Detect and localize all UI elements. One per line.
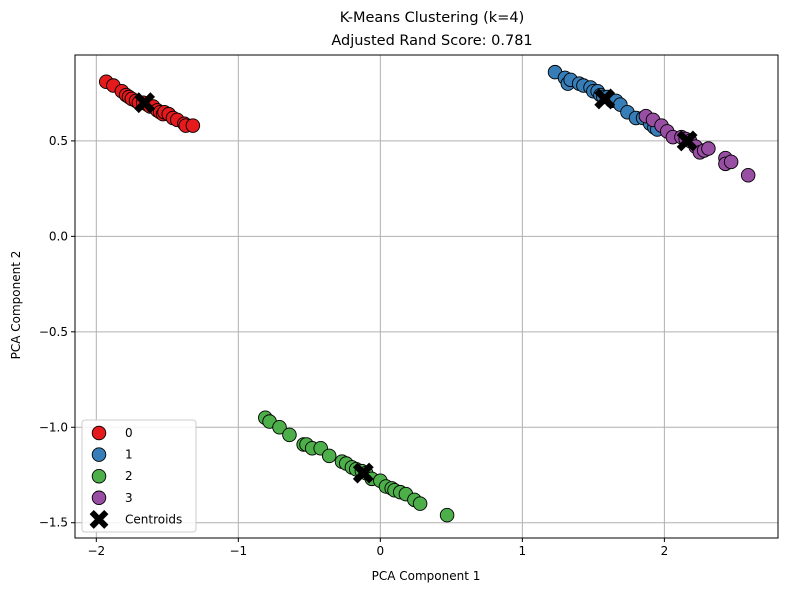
centroid-layer: [134, 88, 698, 484]
legend-label-centroids: Centroids: [125, 512, 182, 526]
centroid-marker: [134, 92, 156, 114]
y-tick-label: 0.0: [49, 229, 68, 243]
y-tick-label: −1.0: [39, 420, 68, 434]
legend-label-cluster-3: 3: [125, 491, 133, 505]
legend-marker-cluster-2: [91, 468, 107, 484]
legend: 0 1 2 3 Centroids: [81, 419, 197, 533]
ticks-layer: −2 −1 0 1 2 −1.5 −1.0 −0.5 0.0 0.5: [39, 134, 668, 558]
data-point-cluster-2: [412, 496, 428, 511]
data-point-cluster-3: [740, 168, 756, 183]
data-point-cluster-0: [185, 118, 201, 133]
data-point-cluster-3: [723, 154, 739, 170]
legend-marker-cluster-0: [91, 425, 107, 441]
legend-box: [81, 419, 197, 533]
points-layer: [98, 64, 756, 523]
legend-label-cluster-2: 2: [125, 469, 133, 483]
x-tick-label: −1: [229, 544, 247, 558]
x-axis-label: PCA Component 1: [372, 569, 481, 583]
legend-marker-cluster-3: [91, 490, 107, 506]
legend-marker-cluster-1: [91, 447, 107, 462]
data-point-cluster-2: [321, 448, 337, 464]
chart-title: K-Means Clustering (k=4): [340, 10, 524, 26]
x-tick-label: 2: [661, 544, 669, 558]
centroid-marker: [352, 462, 374, 484]
data-point-cluster-2: [272, 420, 287, 435]
data-point-cluster-2: [282, 427, 297, 443]
y-tick-label: 0.5: [49, 134, 68, 148]
plot-frame: [74, 54, 779, 539]
y-tick-label: −0.5: [39, 325, 68, 339]
legend-label-cluster-1: 1: [125, 448, 133, 462]
y-tick-label: −1.5: [39, 516, 68, 530]
centroid-marker: [594, 88, 616, 110]
x-tick-label: 0: [377, 544, 385, 558]
legend-label-cluster-0: 0: [125, 426, 133, 440]
legend-centroid-icon: [89, 509, 109, 529]
x-tick-label: 1: [519, 544, 527, 558]
chart-subtitle: Adjusted Rand Score: 0.781: [331, 33, 532, 49]
data-point-cluster-3: [701, 141, 716, 156]
x-tick-label: −2: [87, 544, 105, 558]
centroid-marker: [676, 130, 698, 152]
data-point-cluster-2: [439, 507, 455, 523]
y-axis-label: PCA Component 2: [9, 251, 23, 360]
